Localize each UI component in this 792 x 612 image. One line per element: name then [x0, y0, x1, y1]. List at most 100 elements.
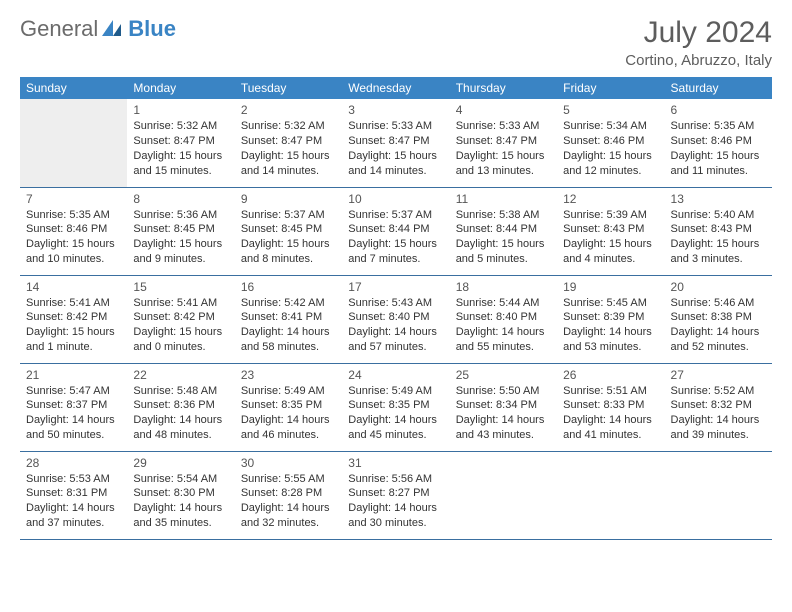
daylight: Daylight: 15 hours and 15 minutes.: [133, 149, 228, 179]
calendar-cell: 8Sunrise: 5:36 AMSunset: 8:45 PMDaylight…: [127, 187, 234, 275]
day-number: 31: [348, 456, 443, 470]
day-number: 10: [348, 192, 443, 206]
day-info: Sunrise: 5:41 AMSunset: 8:42 PMDaylight:…: [133, 296, 228, 355]
sunrise: Sunrise: 5:40 AM: [671, 208, 766, 223]
calendar-cell: 9Sunrise: 5:37 AMSunset: 8:45 PMDaylight…: [235, 187, 342, 275]
day-number: 19: [563, 280, 658, 294]
sunset: Sunset: 8:40 PM: [456, 310, 551, 325]
day-number: 4: [456, 103, 551, 117]
day-number: 21: [26, 368, 121, 382]
day-info: Sunrise: 5:34 AMSunset: 8:46 PMDaylight:…: [563, 119, 658, 178]
calendar-cell: 31 Sunrise: 5:56 AMSunset: 8:27 PMDayligh…: [342, 451, 449, 539]
day-number: 2: [241, 103, 336, 117]
calendar-cell: 25Sunrise: 5:50 AMSunset: 8:34 PMDayligh…: [450, 363, 557, 451]
sunset: Sunset: 8:39 PM: [563, 310, 658, 325]
weekday-header: Wednesday: [342, 77, 449, 99]
day-info: Sunrise: 5:51 AMSunset: 8:33 PMDaylight:…: [563, 384, 658, 443]
day-info: Sunrise: 5:39 AMSunset: 8:43 PMDaylight:…: [563, 208, 658, 267]
day-info: Sunrise: 5:41 AMSunset: 8:42 PMDaylight:…: [26, 296, 121, 355]
calendar-cell: 24 Sunrise: 5:49 AMSunset: 8:35 PMDayligh…: [342, 363, 449, 451]
calendar-cell: 19 Sunrise: 5:45 AMSunset: 8:39 PMDayligh…: [557, 275, 664, 363]
sunset: Sunset: 8:47 PM: [456, 134, 551, 149]
daylight: Daylight: 15 hours and 12 minutes.: [563, 149, 658, 179]
calendar-cell: 21 Sunrise: 5:47 AMSunset: 8:37 PMDayligh…: [20, 363, 127, 451]
daylight: Daylight: 15 hours and 7 minutes.: [348, 237, 443, 267]
day-number: 13: [671, 192, 766, 206]
sunrise: Sunrise: 5:33 AM: [348, 119, 443, 134]
sunrise: Sunrise: 5:49 AM: [241, 384, 336, 399]
calendar-cell: 11Sunrise: 5:38 AMSunset: 8:44 PMDayligh…: [450, 187, 557, 275]
day-number: 20: [671, 280, 766, 294]
header: General Blue July 2024 Cortino, Abruzzo,…: [20, 16, 772, 69]
calendar-cell: 3Sunrise: 5:33 AMSunset: 8:47 PMDaylight…: [342, 99, 449, 187]
day-number: 29: [133, 456, 228, 470]
title-block: July 2024 Cortino, Abruzzo, Italy: [625, 16, 772, 69]
calendar-cell: 28Sunrise: 5:53 AMSunset: 8:31 PMDayligh…: [20, 451, 127, 539]
calendar-cell: 14Sunrise: 5:41 AMSunset: 8:42 PMDayligh…: [20, 275, 127, 363]
daylight: Daylight: 14 hours and 58 minutes.: [241, 325, 336, 355]
daylight: Daylight: 15 hours and 5 minutes.: [456, 237, 551, 267]
sunrise: Sunrise: 5:44 AM: [456, 296, 551, 311]
daylight: Daylight: 14 hours and 39 minutes.: [671, 413, 766, 443]
weekday-header: Tuesday: [235, 77, 342, 99]
logo: General Blue: [20, 16, 176, 42]
day-info: Sunrise: 5:33 AMSunset: 8:47 PMDaylight:…: [456, 119, 551, 178]
day-info: Sunrise: 5:56 AMSunset: 8:27 PMDaylight:…: [348, 472, 443, 531]
calendar-cell: 18Sunrise: 5:44 AMSunset: 8:40 PMDayligh…: [450, 275, 557, 363]
day-info: Sunrise: 5:49 AMSunset: 8:35 PMDaylight:…: [348, 384, 443, 443]
daylight: Daylight: 14 hours and 32 minutes.: [241, 501, 336, 531]
logo-text-2: Blue: [128, 16, 176, 42]
day-info: Sunrise: 5:47 AMSunset: 8:37 PMDaylight:…: [26, 384, 121, 443]
sunrise: Sunrise: 5:34 AM: [563, 119, 658, 134]
daylight: Daylight: 15 hours and 8 minutes.: [241, 237, 336, 267]
sunset: Sunset: 8:33 PM: [563, 398, 658, 413]
day-info: Sunrise: 5:35 AMSunset: 8:46 PMDaylight:…: [671, 119, 766, 178]
sunrise: Sunrise: 5:32 AM: [241, 119, 336, 134]
daylight: Daylight: 15 hours and 9 minutes.: [133, 237, 228, 267]
day-info: Sunrise: 5:50 AMSunset: 8:34 PMDaylight:…: [456, 384, 551, 443]
weekday-header: Sunday: [20, 77, 127, 99]
daylight: Daylight: 14 hours and 41 minutes.: [563, 413, 658, 443]
day-info: Sunrise: 5:48 AMSunset: 8:36 PMDaylight:…: [133, 384, 228, 443]
sunrise: Sunrise: 5:42 AM: [241, 296, 336, 311]
sunrise: Sunrise: 5:35 AM: [671, 119, 766, 134]
day-info: Sunrise: 5:32 AMSunset: 8:47 PMDaylight:…: [133, 119, 228, 178]
sunset: Sunset: 8:36 PM: [133, 398, 228, 413]
sunrise: Sunrise: 5:55 AM: [241, 472, 336, 487]
sunset: Sunset: 8:47 PM: [133, 134, 228, 149]
day-info: Sunrise: 5:52 AMSunset: 8:32 PMDaylight:…: [671, 384, 766, 443]
sunset: Sunset: 8:47 PM: [241, 134, 336, 149]
daylight: Daylight: 15 hours and 14 minutes.: [348, 149, 443, 179]
day-number: 6: [671, 103, 766, 117]
daylight: Daylight: 14 hours and 55 minutes.: [456, 325, 551, 355]
sunrise: Sunrise: 5:39 AM: [563, 208, 658, 223]
day-number: 11: [456, 192, 551, 206]
sunrise: Sunrise: 5:45 AM: [563, 296, 658, 311]
day-info: Sunrise: 5:45 AMSunset: 8:39 PMDaylight:…: [563, 296, 658, 355]
location: Cortino, Abruzzo, Italy: [625, 52, 772, 69]
sunset: Sunset: 8:41 PM: [241, 310, 336, 325]
calendar-week-row: 21 Sunrise: 5:47 AMSunset: 8:37 PMDayligh…: [20, 363, 772, 451]
sunrise: Sunrise: 5:53 AM: [26, 472, 121, 487]
calendar-cell: [665, 451, 772, 539]
calendar-cell: 26Sunrise: 5:51 AMSunset: 8:33 PMDayligh…: [557, 363, 664, 451]
daylight: Daylight: 15 hours and 0 minutes.: [133, 325, 228, 355]
day-number: 17: [348, 280, 443, 294]
day-info: Sunrise: 5:37 AMSunset: 8:44 PMDaylight:…: [348, 208, 443, 267]
calendar-week-row: 1Sunrise: 5:32 AMSunset: 8:47 PMDaylight…: [20, 99, 772, 187]
day-info: Sunrise: 5:55 AMSunset: 8:28 PMDaylight:…: [241, 472, 336, 531]
day-number: 7: [26, 192, 121, 206]
daylight: Daylight: 15 hours and 10 minutes.: [26, 237, 121, 267]
day-number: 15: [133, 280, 228, 294]
sunset: Sunset: 8:32 PM: [671, 398, 766, 413]
sunset: Sunset: 8:47 PM: [348, 134, 443, 149]
month-title: July 2024: [625, 16, 772, 50]
sunset: Sunset: 8:43 PM: [563, 222, 658, 237]
day-number: 24: [348, 368, 443, 382]
daylight: Daylight: 15 hours and 14 minutes.: [241, 149, 336, 179]
day-info: Sunrise: 5:33 AMSunset: 8:47 PMDaylight:…: [348, 119, 443, 178]
sunrise: Sunrise: 5:49 AM: [348, 384, 443, 399]
daylight: Daylight: 14 hours and 43 minutes.: [456, 413, 551, 443]
day-number: 22: [133, 368, 228, 382]
calendar-cell: 29Sunrise: 5:54 AMSunset: 8:30 PMDayligh…: [127, 451, 234, 539]
